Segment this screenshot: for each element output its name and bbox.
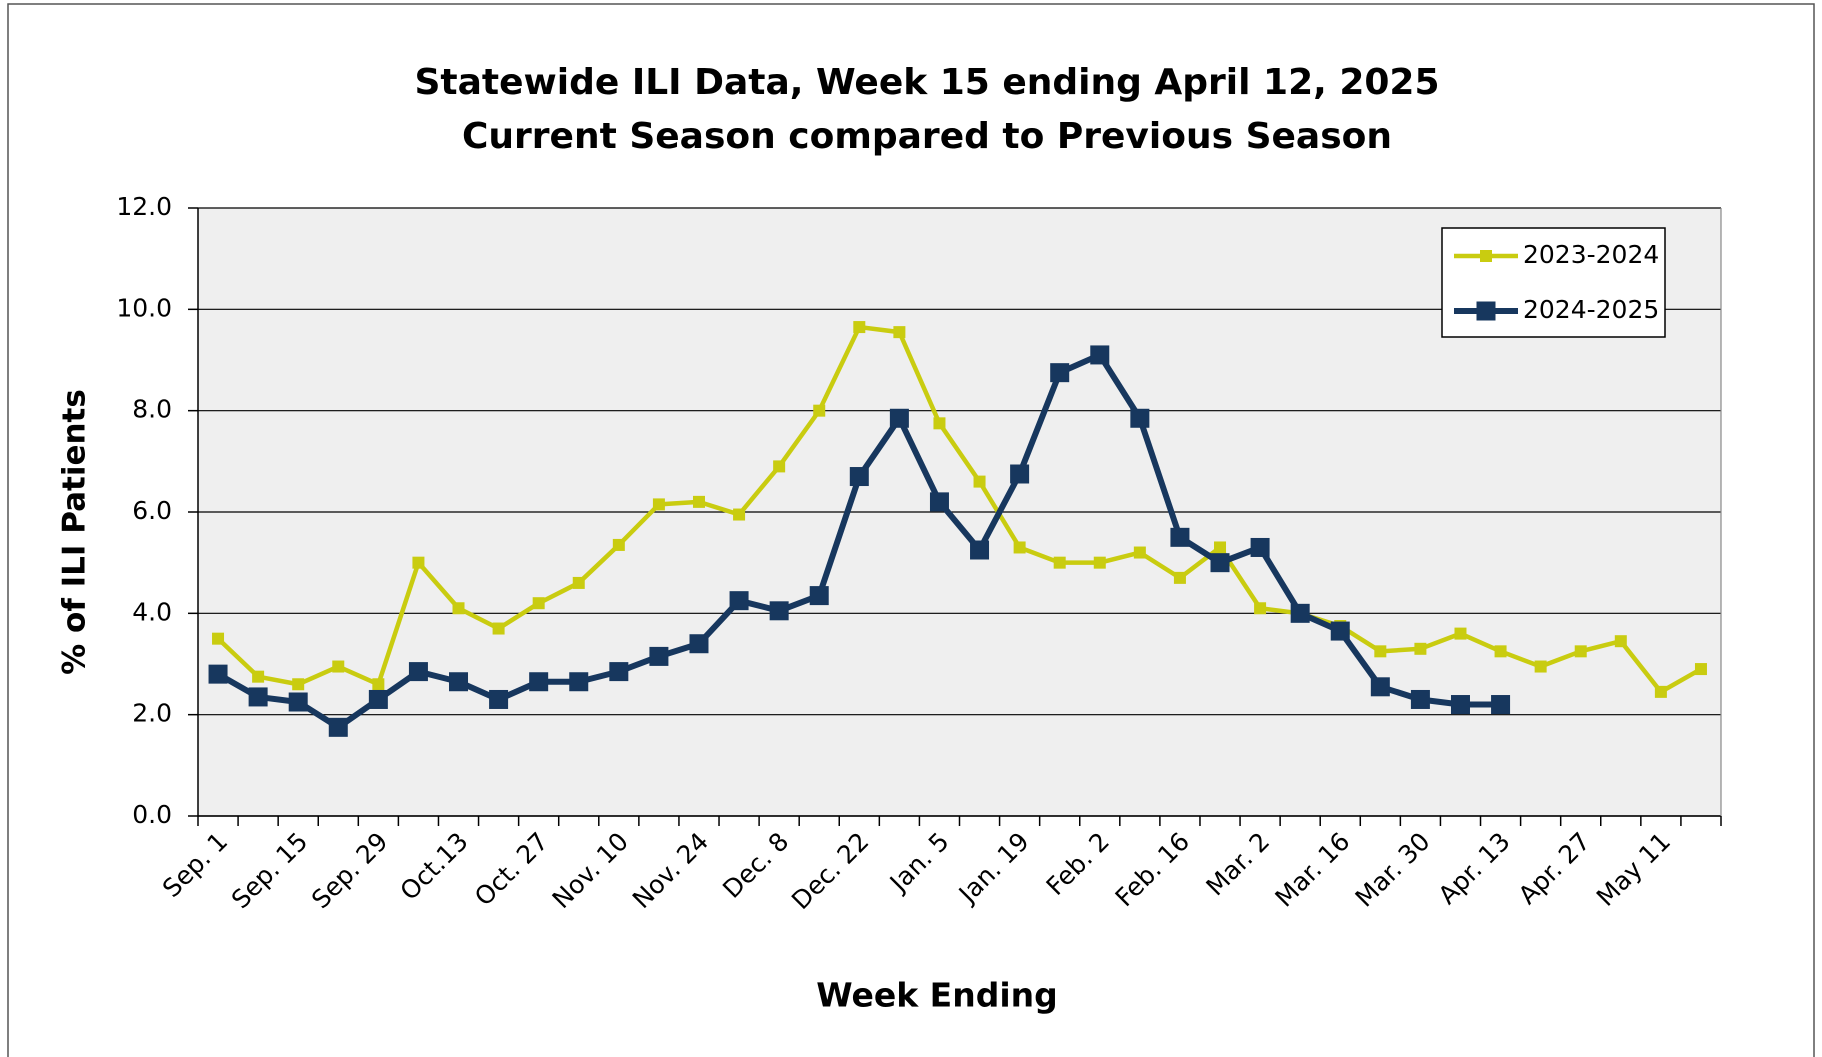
marker (769, 601, 789, 621)
legend-box (1441, 227, 1666, 338)
marker (649, 646, 669, 666)
marker (532, 597, 545, 610)
marker (529, 672, 549, 692)
marker (1093, 556, 1106, 569)
marker (328, 717, 348, 737)
marker (733, 508, 746, 521)
y-tick-label: 10.0 (116, 293, 172, 322)
series-line (216, 324, 1703, 695)
marker (1414, 642, 1427, 655)
marker (970, 540, 990, 560)
marker (1210, 553, 1230, 573)
marker (372, 678, 385, 691)
y-tick-label: 6.0 (132, 496, 172, 525)
legend-marker (1480, 250, 1492, 262)
x-axis-label: Week Ending (816, 976, 1058, 1015)
chart-title: Statewide ILI Data, Week 15 ending April… (414, 62, 1439, 103)
marker (893, 326, 906, 339)
marker (1090, 345, 1110, 365)
marker (489, 689, 509, 709)
marker (1694, 663, 1707, 676)
marker (692, 495, 705, 508)
marker (1053, 556, 1066, 569)
marker (1654, 685, 1667, 698)
marker (1614, 635, 1627, 648)
marker (368, 689, 388, 709)
marker (492, 622, 505, 635)
marker (609, 662, 629, 682)
marker (729, 591, 749, 611)
legend-marker (1476, 301, 1496, 321)
marker (933, 417, 946, 430)
chart-subtitle: Current Season compared to Previous Seas… (462, 116, 1392, 157)
legend-label: 2023-2024 (1523, 240, 1659, 269)
marker (1330, 621, 1350, 641)
marker (212, 632, 225, 645)
marker (408, 662, 428, 682)
marker (889, 408, 909, 428)
legend-label: 2024-2025 (1523, 295, 1659, 324)
marker (1254, 602, 1267, 615)
marker (208, 664, 228, 684)
y-tick-label: 8.0 (132, 395, 172, 424)
marker (1374, 645, 1387, 658)
y-tick-label: 4.0 (132, 597, 172, 626)
marker (1574, 645, 1587, 658)
marker (612, 538, 625, 551)
marker (929, 492, 949, 512)
marker (849, 467, 869, 487)
marker (973, 475, 986, 488)
marker (292, 678, 305, 691)
marker (1454, 627, 1467, 640)
marker (572, 576, 585, 589)
marker (773, 460, 786, 473)
marker (252, 670, 265, 683)
marker (288, 692, 308, 712)
marker (1450, 695, 1470, 715)
marker (813, 404, 826, 417)
marker (1173, 571, 1186, 584)
marker (1290, 603, 1310, 623)
marker (652, 498, 665, 511)
marker (452, 602, 465, 615)
marker (1013, 541, 1026, 554)
marker (569, 672, 589, 692)
y-tick-label: 0.0 (132, 800, 172, 829)
marker (1050, 363, 1070, 383)
marker (1370, 677, 1390, 697)
marker (689, 634, 709, 654)
y-axis-label: % of ILI Patients (57, 389, 93, 675)
marker (1170, 527, 1190, 547)
marker (809, 586, 829, 606)
marker (332, 660, 345, 673)
marker (1214, 541, 1227, 554)
y-tick-label: 2.0 (132, 699, 172, 728)
marker (1130, 408, 1150, 428)
marker (1534, 660, 1547, 673)
y-tick-label: 12.0 (116, 192, 172, 221)
marker (1133, 546, 1146, 559)
marker (248, 687, 268, 707)
marker (1410, 689, 1430, 709)
marker (449, 672, 469, 692)
marker (412, 556, 425, 569)
marker (853, 321, 866, 334)
marker (1010, 464, 1030, 484)
marker (1491, 695, 1511, 715)
marker (1250, 537, 1270, 557)
marker (1494, 645, 1507, 658)
